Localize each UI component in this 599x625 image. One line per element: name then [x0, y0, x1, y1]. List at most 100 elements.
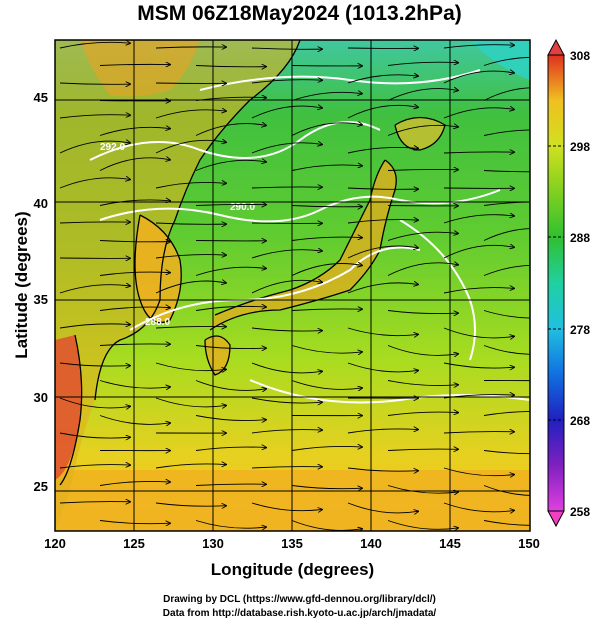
wind-streamline: [99, 64, 170, 65]
wind-streamline: [483, 310, 530, 319]
wind-streamline: [99, 127, 170, 136]
x-tick-labels: 120 125 130 135 140 145 150: [44, 536, 540, 551]
wind-streamline: [99, 241, 170, 242]
contour-label: 292.0: [100, 142, 125, 153]
wind-streamline: [155, 223, 226, 224]
wind-streamline: [387, 310, 458, 314]
wind-streamline: [59, 465, 130, 469]
wind-streamline: [59, 178, 130, 189]
wind-streamline: [59, 432, 130, 438]
wind-streamline: [483, 87, 530, 101]
wind-streamline: [387, 232, 458, 241]
wind-streamline: [387, 345, 458, 356]
wind-streamline: [291, 309, 362, 311]
credit-drawing: Drawing by DCL (https://www.gfd-dennou.o…: [163, 594, 436, 605]
colorbar-tick-label: 288: [570, 231, 590, 245]
wind-streamline: [291, 446, 362, 451]
wind-streamline: [251, 48, 322, 49]
wind-streamline: [387, 485, 458, 494]
wind-streamline: [155, 110, 226, 119]
wind-streamline: [347, 327, 418, 336]
wind-streamline: [291, 380, 362, 390]
wind-streamline: [347, 283, 418, 294]
wind-streamline: [155, 140, 226, 154]
wind-streamline: [155, 502, 226, 506]
contour-label: 290.0: [230, 202, 255, 213]
wind-streamline: [347, 75, 418, 84]
wind-streamline: [483, 265, 530, 276]
temperature-contours: [89, 69, 530, 404]
wind-streamline: [483, 129, 530, 136]
wind-streamline: [251, 430, 322, 434]
wind-streamline: [99, 307, 170, 311]
wind-streamline: [347, 467, 418, 471]
wind-streamline: [483, 170, 530, 173]
contour-labels: 292.0 290.0 288.0: [100, 142, 255, 328]
wind-streamline: [195, 484, 266, 485]
wind-streamline: [483, 410, 530, 416]
wind-streamline: [155, 326, 226, 328]
y-tick-label: 45: [34, 90, 48, 105]
map-frame: [54, 39, 531, 532]
wind-streamline: [251, 467, 322, 468]
wind-streamline: [251, 80, 322, 84]
credit-data: Data from http://database.rish.kyoto-u.a…: [162, 608, 437, 619]
wind-streamline: [99, 158, 170, 171]
x-tick-label: 140: [360, 536, 382, 551]
wind-streamline: [347, 105, 418, 119]
wind-streamline: [251, 106, 322, 119]
x-tick-label: 130: [202, 536, 224, 551]
y-tick-label: 25: [34, 479, 48, 494]
wind-streamline: [99, 272, 170, 276]
wind-streamline: [387, 449, 458, 450]
wind-streamline: [251, 250, 322, 259]
wind-streamline: [387, 520, 458, 530]
x-tick-label: 120: [44, 536, 66, 551]
wind-streamline: [483, 520, 530, 526]
wind-streamline: [291, 206, 362, 207]
y-tick-labels: 25 30 35 40 45: [34, 90, 48, 494]
wind-streamline: [59, 141, 130, 154]
wind-streamline: [99, 200, 170, 206]
colorbar-min-triangle: [547, 510, 565, 528]
x-tick-label: 125: [123, 536, 145, 551]
wind-streamline: [483, 485, 530, 496]
wind-streamline: [251, 187, 322, 188]
wind-streamline: [347, 246, 418, 259]
wind-streamline: [59, 397, 130, 408]
colorbar-tick-label: 258: [570, 505, 590, 519]
wind-streamline: [59, 324, 130, 329]
wind-streamline: [291, 345, 362, 354]
wind-streamline: [347, 362, 418, 372]
wind-streamline: [195, 447, 266, 451]
y-tick-label: 35: [34, 292, 48, 307]
wind-streamline: [155, 47, 226, 48]
wind-streamline: [387, 169, 458, 170]
wind-streamline: [155, 397, 226, 407]
wind-streamline: [59, 42, 130, 49]
wind-streamline: [387, 412, 458, 416]
wind-streamline: [251, 327, 322, 331]
wind-streamline: [59, 502, 130, 503]
wind-streamline: [195, 66, 266, 67]
wind-streamline: [291, 123, 362, 136]
x-axis-label: Longitude (degrees): [210, 560, 375, 579]
wind-streamline: [59, 115, 130, 119]
wind-streamline: [251, 397, 322, 403]
wind-streamline: [99, 520, 170, 524]
wind-streamline: [155, 281, 226, 294]
colorbar-max-triangle: [547, 38, 565, 56]
wind-streamline: [251, 502, 322, 511]
wind-streamline: [483, 56, 530, 66]
wind-streamline: [195, 345, 266, 349]
wind-streamline: [483, 345, 530, 355]
wind-streamline: [59, 285, 130, 294]
wind-streamline: [483, 228, 530, 241]
wind-streamline: [195, 306, 266, 311]
colorbar-tick-label: 278: [570, 323, 590, 337]
y-axis-label: Latitude (degrees): [12, 211, 31, 359]
wind-streamline: [155, 464, 226, 469]
x-tick-label: 150: [518, 536, 540, 551]
colorbar-tick-label: 298: [570, 140, 590, 154]
